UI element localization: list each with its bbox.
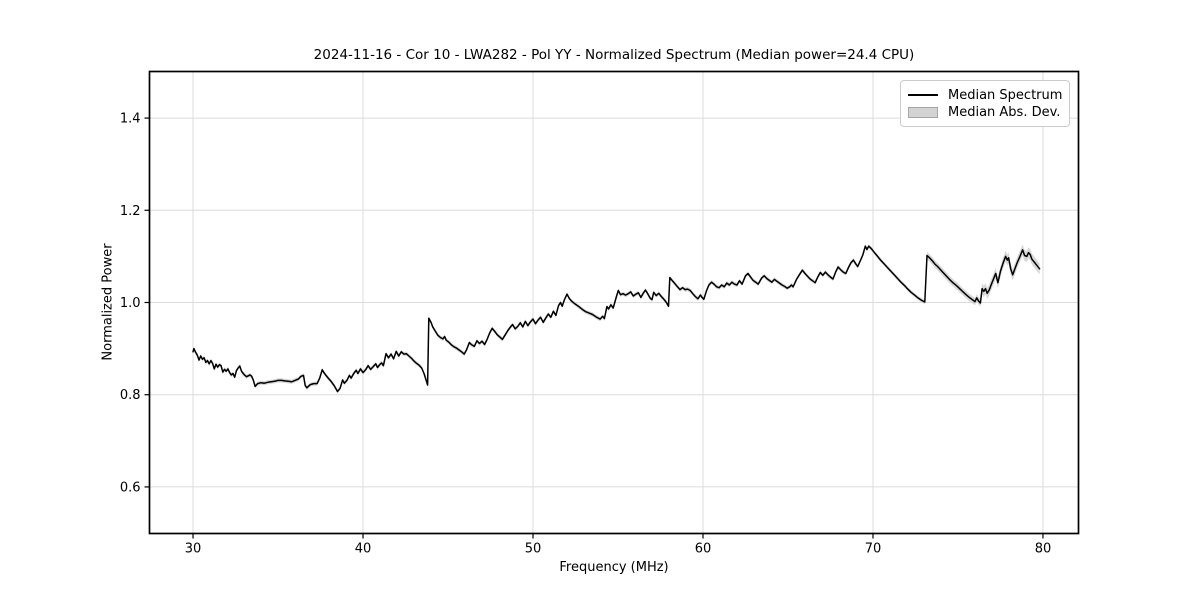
mad-band <box>193 244 1040 394</box>
legend-box: Median Spectrum Median Abs. Dev. <box>900 80 1070 127</box>
median-spectrum-line <box>192 245 1041 393</box>
y-tick-label: 1.4 <box>120 112 141 127</box>
legend-item: Median Abs. Dev. <box>908 104 1061 120</box>
legend-patch-swatch <box>908 106 938 118</box>
legend-line-swatch <box>908 94 938 96</box>
y-tick-label: 1.2 <box>120 204 141 219</box>
x-tick-label: 70 <box>865 542 882 557</box>
legend-item: Median Spectrum <box>908 87 1063 103</box>
x-tick-label: 80 <box>1035 542 1052 557</box>
y-tick-label: 0.8 <box>120 388 141 403</box>
y-axis-label: Normalized Power <box>100 243 116 361</box>
x-tick-label: 40 <box>355 542 372 557</box>
x-tick-label: 50 <box>525 542 542 557</box>
y-tick-label: 0.6 <box>120 480 141 495</box>
y-tick-label: 1.0 <box>120 296 141 311</box>
chart-title: 2024-11-16 - Cor 10 - LWA282 - Pol YY - … <box>313 47 915 63</box>
x-axis-label: Frequency (MHz) <box>559 560 669 575</box>
x-tick-label: 30 <box>185 542 202 557</box>
legend-label: Median Spectrum <box>948 87 1063 103</box>
x-tick-label: 60 <box>695 542 712 557</box>
legend-label: Median Abs. Dev. <box>948 104 1061 120</box>
